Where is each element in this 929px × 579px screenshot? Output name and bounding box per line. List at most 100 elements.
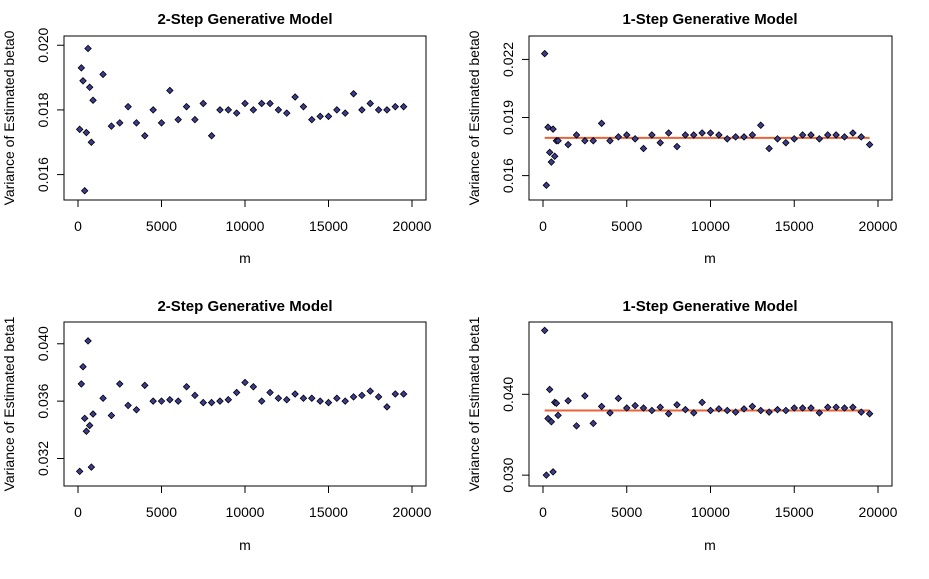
x-tick-label: 15000 bbox=[309, 218, 348, 234]
data-point bbox=[689, 131, 698, 139]
y-tick-label: 0.030 bbox=[500, 457, 516, 492]
data-point bbox=[540, 49, 549, 58]
data-point bbox=[85, 83, 94, 92]
x-tick-label: 20000 bbox=[859, 504, 898, 520]
data-point bbox=[216, 397, 224, 405]
data-point bbox=[166, 395, 174, 404]
x-tick-label: 5000 bbox=[146, 504, 177, 520]
data-point bbox=[241, 378, 249, 387]
data-point bbox=[75, 125, 84, 134]
data-point bbox=[99, 394, 107, 403]
x-axis-label: m bbox=[239, 250, 251, 266]
data-point bbox=[77, 380, 86, 388]
y-tick-label: 0.022 bbox=[500, 42, 516, 77]
data-point bbox=[807, 404, 815, 412]
data-point bbox=[274, 106, 283, 114]
plot-frame bbox=[63, 35, 427, 201]
data-point bbox=[77, 64, 86, 72]
chart-title: 1-Step Generative Model bbox=[622, 11, 797, 28]
x-tick-label: 20000 bbox=[393, 218, 432, 234]
data-point bbox=[366, 387, 375, 395]
data-point bbox=[199, 398, 208, 407]
x-tick-label: 0 bbox=[539, 218, 547, 234]
y-tick-label: 0.019 bbox=[500, 100, 516, 135]
data-point bbox=[232, 388, 241, 397]
data-point bbox=[731, 133, 740, 141]
data-point bbox=[681, 131, 690, 139]
data-point bbox=[832, 131, 840, 139]
data-point bbox=[849, 129, 857, 137]
plot-frame bbox=[528, 35, 893, 201]
x-tick-label: 15000 bbox=[309, 504, 348, 520]
data-point bbox=[832, 403, 840, 411]
data-point bbox=[80, 414, 89, 423]
data-point bbox=[857, 408, 866, 416]
data-point bbox=[124, 401, 132, 410]
data-point bbox=[216, 106, 224, 114]
data-point bbox=[773, 405, 782, 414]
data-point bbox=[291, 390, 299, 398]
data-point bbox=[399, 390, 408, 398]
data-point bbox=[341, 397, 349, 405]
data-point bbox=[622, 404, 631, 412]
data-point bbox=[333, 106, 341, 114]
y-tick-label: 0.040 bbox=[500, 377, 516, 412]
data-point bbox=[115, 380, 124, 388]
data-point bbox=[554, 411, 562, 420]
data-point bbox=[207, 398, 216, 407]
x-tick-label: 10000 bbox=[226, 504, 265, 520]
data-point bbox=[257, 99, 266, 108]
data-point bbox=[540, 326, 549, 335]
data-point bbox=[597, 119, 606, 128]
data-point bbox=[132, 119, 141, 127]
data-point bbox=[391, 102, 400, 111]
y-tick-label: 0.018 bbox=[35, 92, 51, 127]
data-point bbox=[790, 404, 799, 412]
data-point bbox=[606, 409, 614, 417]
data-point bbox=[266, 388, 274, 397]
data-point bbox=[99, 70, 107, 79]
data-point bbox=[115, 119, 124, 127]
data-point bbox=[823, 131, 832, 139]
data-point bbox=[374, 106, 383, 114]
data-point bbox=[606, 136, 614, 145]
data-point bbox=[84, 337, 92, 345]
data-point bbox=[664, 129, 673, 137]
y-tick-label: 0.016 bbox=[500, 158, 516, 193]
data-point bbox=[723, 135, 732, 143]
y-axis-label: Variance of Estimated beta0 bbox=[466, 30, 482, 205]
data-point bbox=[572, 422, 581, 430]
data-point bbox=[673, 142, 681, 151]
data-point bbox=[544, 123, 552, 131]
data-point bbox=[299, 394, 308, 403]
data-point bbox=[550, 152, 559, 161]
data-point bbox=[849, 403, 857, 411]
data-point bbox=[823, 403, 832, 411]
x-tick-label: 10000 bbox=[226, 218, 265, 234]
x-axis-label: m bbox=[704, 250, 716, 266]
data-point bbox=[631, 401, 639, 410]
data-point bbox=[756, 406, 765, 415]
data-point bbox=[564, 140, 572, 149]
data-point bbox=[89, 96, 97, 104]
x-tick-label: 15000 bbox=[775, 218, 814, 234]
data-point bbox=[798, 131, 807, 139]
data-point bbox=[673, 401, 681, 409]
data-point bbox=[581, 136, 589, 145]
data-point bbox=[358, 391, 366, 400]
data-point bbox=[232, 109, 241, 117]
data-point bbox=[706, 129, 715, 137]
y-tick-label: 0.040 bbox=[35, 326, 51, 361]
data-point bbox=[572, 131, 581, 139]
data-point bbox=[89, 410, 97, 418]
data-point bbox=[639, 144, 648, 153]
y-axis-label: Variance of Estimated beta0 bbox=[1, 30, 17, 205]
data-point bbox=[157, 397, 166, 405]
data-point bbox=[549, 468, 557, 476]
data-point bbox=[581, 392, 589, 400]
data-point bbox=[865, 409, 874, 418]
data-point bbox=[84, 44, 92, 53]
data-point bbox=[740, 405, 748, 413]
